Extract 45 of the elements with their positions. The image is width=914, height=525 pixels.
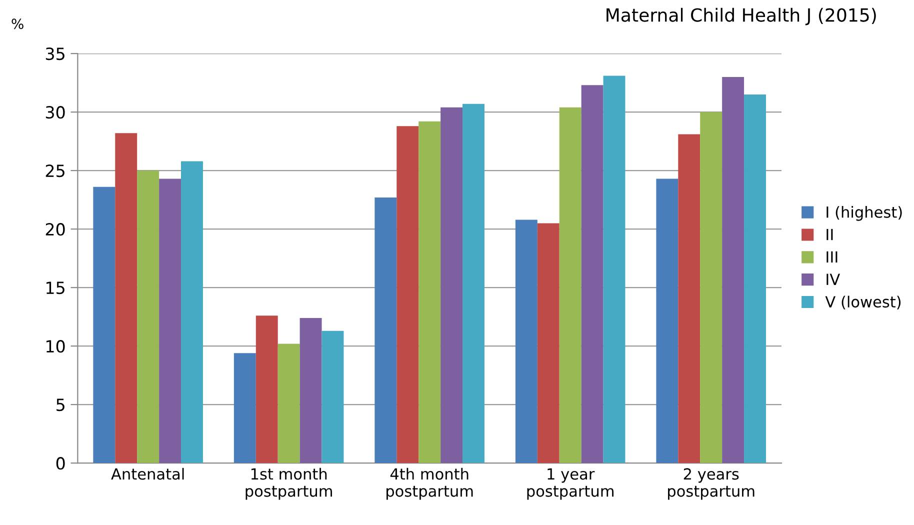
legend-label: I (highest)	[826, 206, 902, 221]
bar	[462, 104, 484, 464]
x-tick-label: 1st month postpartum	[246, 468, 332, 500]
bar	[722, 76, 744, 464]
y-tick-label: 10	[46, 340, 65, 353]
legend-label: II	[826, 228, 833, 240]
bar	[559, 107, 582, 464]
legend-label: III	[826, 251, 838, 263]
bar	[537, 223, 560, 464]
y-tick-label: 35	[46, 48, 64, 60]
bar	[515, 220, 538, 464]
x-tick-label: 2 years postpartum	[668, 468, 754, 500]
y-axis-title: %	[12, 18, 24, 30]
bar	[115, 133, 138, 464]
bar	[700, 112, 722, 464]
bar	[181, 161, 203, 464]
x-tick-label: 4th month postpartum	[386, 468, 473, 500]
y-tick-label: 25	[46, 164, 64, 178]
legend-label: IV	[826, 274, 840, 285]
bar	[440, 107, 463, 464]
bar	[278, 344, 300, 464]
x-tick-label: Antenatal	[111, 468, 184, 480]
bar	[159, 178, 182, 464]
bar	[396, 126, 419, 464]
bar	[234, 353, 256, 464]
bar	[418, 121, 441, 464]
y-tick-label: 0	[56, 457, 65, 470]
legend-label: V (lowest)	[825, 296, 901, 310]
y-tick-label: 20	[46, 223, 65, 236]
y-tick-label: 30	[46, 106, 65, 119]
bar	[300, 318, 322, 464]
bar	[581, 85, 604, 464]
text: Maternal Child Health J (2015)	[606, 8, 876, 26]
x-tick-label: 1 year postpartum	[527, 468, 614, 500]
bar	[137, 170, 160, 464]
bar	[678, 134, 700, 464]
bar	[656, 178, 678, 464]
bar	[93, 186, 116, 464]
bar	[256, 316, 278, 464]
bar	[374, 197, 397, 464]
bar	[744, 94, 766, 464]
y-tick-label: 15	[46, 282, 64, 294]
bar	[322, 330, 344, 464]
y-tick-label: 5	[56, 398, 64, 412]
bar	[603, 76, 626, 464]
